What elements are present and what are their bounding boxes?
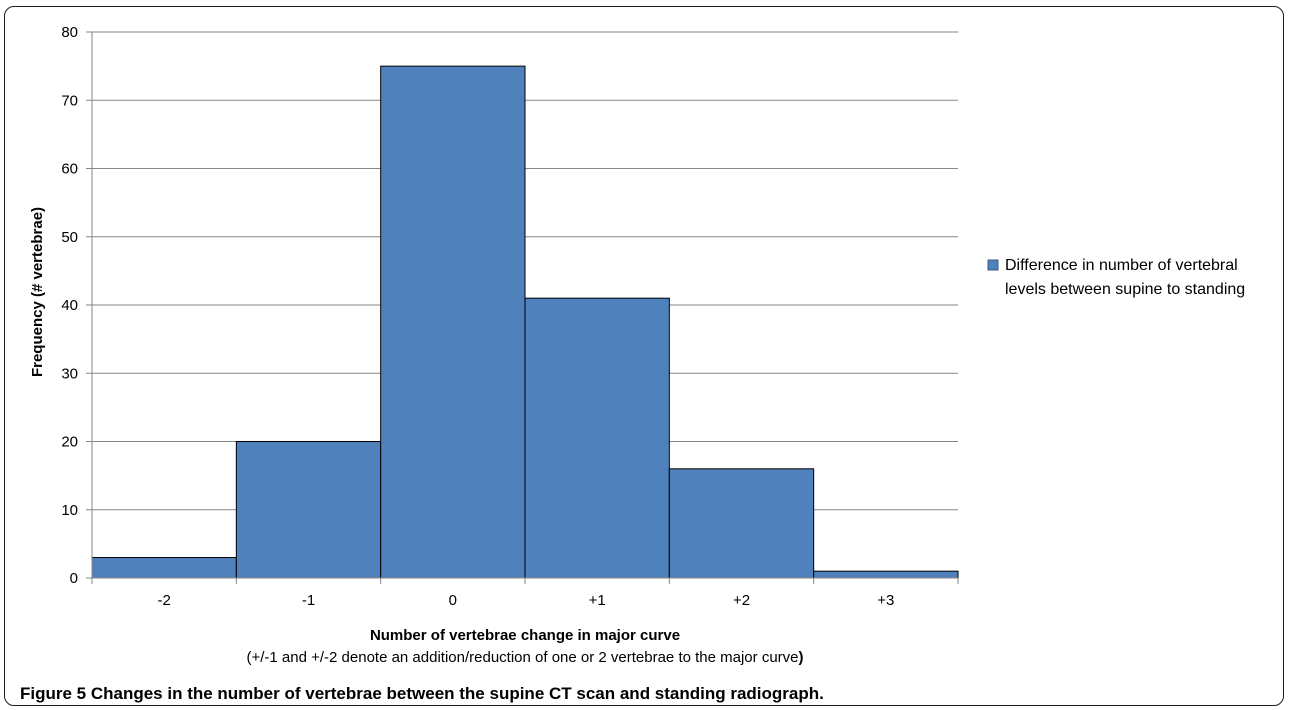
x-axis-note-text: (+/-1 and +/-2 denote an addition/reduct…	[246, 649, 798, 666]
y-tick-label: 20	[61, 434, 78, 451]
axes	[91, 32, 959, 584]
legend-label-line-2: levels between supine to standing	[1005, 281, 1245, 298]
y-tick-label: 30	[61, 365, 78, 382]
x-tick-label: -2	[157, 592, 170, 609]
y-tick-label: 70	[61, 92, 78, 109]
x-tick-labels: -2 -1 0 +1 +2 +3	[157, 592, 894, 609]
y-tick-label: 50	[61, 229, 78, 246]
bars	[91, 65, 959, 579]
y-tick-label: 80	[61, 24, 78, 41]
legend-swatch	[987, 259, 999, 271]
legend-label-line-1: Difference in number of vertebral	[1005, 257, 1238, 274]
y-tick-label: 40	[61, 297, 78, 314]
bar-+3	[813, 570, 959, 579]
caption-text: Changes in the number of vertebrae betwe…	[86, 684, 824, 703]
x-axis-note-end: )	[799, 649, 804, 666]
x-tick-label: +1	[589, 592, 606, 609]
x-tick-label: +3	[877, 592, 894, 609]
legend: Difference in number of vertebral levels…	[987, 257, 1245, 298]
bar-0	[380, 65, 526, 579]
x-tick-label: +2	[733, 592, 750, 609]
y-tick-labels: 0 10 20 30 40 50 60 70 80	[61, 24, 78, 587]
bar--2	[91, 557, 237, 579]
bar-+2	[668, 468, 815, 579]
y-tick-label: 60	[61, 161, 78, 178]
caption-label: Figure 5	[20, 684, 87, 703]
x-axis-note: (+/-1 and +/-2 denote an addition/reduct…	[246, 649, 803, 666]
figure-caption: Figure 5 Changes in the number of verteb…	[20, 684, 824, 704]
y-axis-title: Frequency (# vertebrae)	[29, 207, 46, 377]
chart-svg: 0 10 20 30 40 50 60 70 80 -2 -1 0 +1 +2 +3 Frequency …	[29, 24, 1245, 666]
x-tick-label: 0	[449, 592, 457, 609]
bar-+1	[524, 297, 670, 579]
x-axis-title: Number of vertebrae change in major curv…	[370, 627, 680, 644]
x-tick-label: -1	[302, 592, 315, 609]
y-tick-label: 0	[70, 570, 78, 587]
y-tick-label: 10	[61, 502, 78, 519]
figure-frame	[4, 6, 1284, 706]
bar--1	[235, 441, 382, 579]
